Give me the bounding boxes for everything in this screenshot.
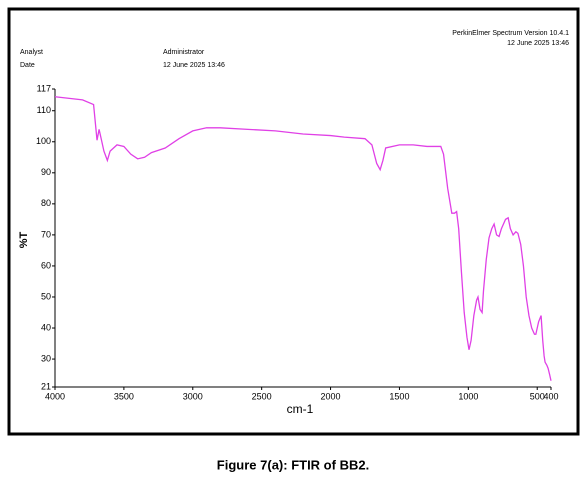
y-tick-label: 50 [41,291,51,301]
instrument: PerkinElmer Spectrum Version 10.4.1 [452,30,569,37]
y-tick-label: 100 [36,136,51,146]
x-tick-label: 400 [543,391,558,401]
y-tick-label: 21 [41,381,51,391]
x-tick-label: 3500 [114,391,134,401]
date: 12 June 2025 13:46 [163,62,225,69]
x-tick-label: 1000 [458,391,478,401]
instrument-date: 12 June 2025 13:46 [507,40,569,47]
y-tick-label: 70 [41,229,51,239]
frame [7,7,580,436]
y-tick-label: 117 [37,83,51,93]
y-tick-label: 90 [41,167,51,177]
date-label: Date [20,62,35,69]
x-tick-label: 2500 [252,391,272,401]
y-axis-label: %T [18,231,30,248]
x-axis-label: cm-1 [287,402,314,416]
caption: Figure 7(a): FTIR of BB2. [217,457,369,472]
y-tick-label: 80 [41,198,51,208]
analyst-label: Analyst [20,49,43,56]
x-tick-label: 3000 [183,391,203,401]
y-tick-label: 60 [41,260,51,270]
y-tick-label: 40 [41,322,51,332]
x-tick-label: 1500 [389,391,409,401]
x-tick-label: 4000 [45,391,65,401]
y-tick-label: 30 [41,353,51,363]
x-tick-label: 2000 [321,391,341,401]
y-tick-label: 110 [37,105,51,115]
x-tick-label: 500 [530,391,545,401]
analyst: Administrator [163,49,205,56]
spectrum-line [54,96,552,381]
